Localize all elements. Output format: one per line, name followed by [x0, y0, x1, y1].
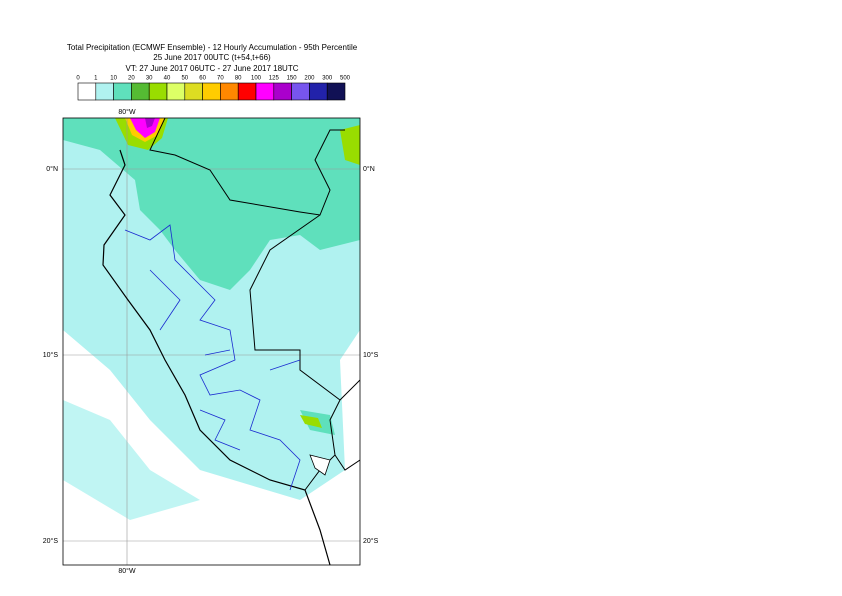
colorbar-swatch	[255, 82, 275, 101]
colorbar-swatch	[95, 82, 114, 101]
colorbar-swatch	[326, 82, 346, 101]
colorbar-swatch	[77, 82, 97, 101]
colorbar-label: 500	[340, 76, 351, 82]
colorbar-label: 200	[304, 76, 315, 82]
run-time: 25 June 2017 00UTC (t+54,t+66)	[153, 53, 271, 62]
colorbar-label: 10	[110, 76, 117, 82]
lat-label: 0°N	[46, 165, 58, 173]
colorbar-swatch	[309, 82, 328, 101]
colorbar-label: 1	[94, 76, 98, 82]
colorbar-swatch	[202, 82, 221, 101]
lat-label: 10°S	[43, 351, 59, 359]
colorbar-label: 125	[269, 76, 280, 82]
colorbar-label: 50	[181, 76, 188, 82]
lat-label: 0°N	[363, 165, 375, 173]
colorbar-swatch	[273, 82, 292, 101]
colorbar-label: 40	[164, 76, 171, 82]
colorbar-label: 100	[251, 76, 262, 82]
colorbar-label: 150	[287, 76, 298, 82]
colorbar-swatch	[131, 82, 150, 101]
colorbar-label: 60	[199, 76, 206, 82]
colorbar: 0 1 10 20 30 40 50 60 70 80 100 125 150 200 300 500	[76, 76, 351, 101]
colorbar-swatch	[184, 82, 203, 101]
colorbar-label: 80	[235, 76, 242, 82]
lat-label: 20°S	[363, 537, 379, 545]
colorbar-label: 70	[217, 76, 224, 82]
valid-time: VT: 27 June 2017 06UTC - 27 June 2017 18…	[126, 64, 299, 73]
title: Total Precipitation (ECMWF Ensemble) - 1…	[67, 43, 358, 52]
lon-label: 80°W	[118, 567, 136, 575]
colorbar-swatch	[237, 82, 257, 101]
lon-label: 80°W	[118, 108, 136, 116]
lat-label: 20°S	[43, 537, 59, 545]
colorbar-label: 0	[76, 76, 80, 82]
colorbar-swatch	[166, 82, 186, 101]
colorbar-label: 20	[128, 76, 135, 82]
colorbar-swatch	[220, 82, 239, 101]
colorbar-swatch	[113, 82, 132, 101]
map	[63, 118, 360, 565]
colorbar-swatch	[148, 82, 168, 101]
lat-label: 10°S	[363, 351, 379, 359]
colorbar-label: 300	[322, 76, 333, 82]
colorbar-label: 30	[146, 76, 153, 82]
colorbar-swatch	[291, 82, 310, 101]
